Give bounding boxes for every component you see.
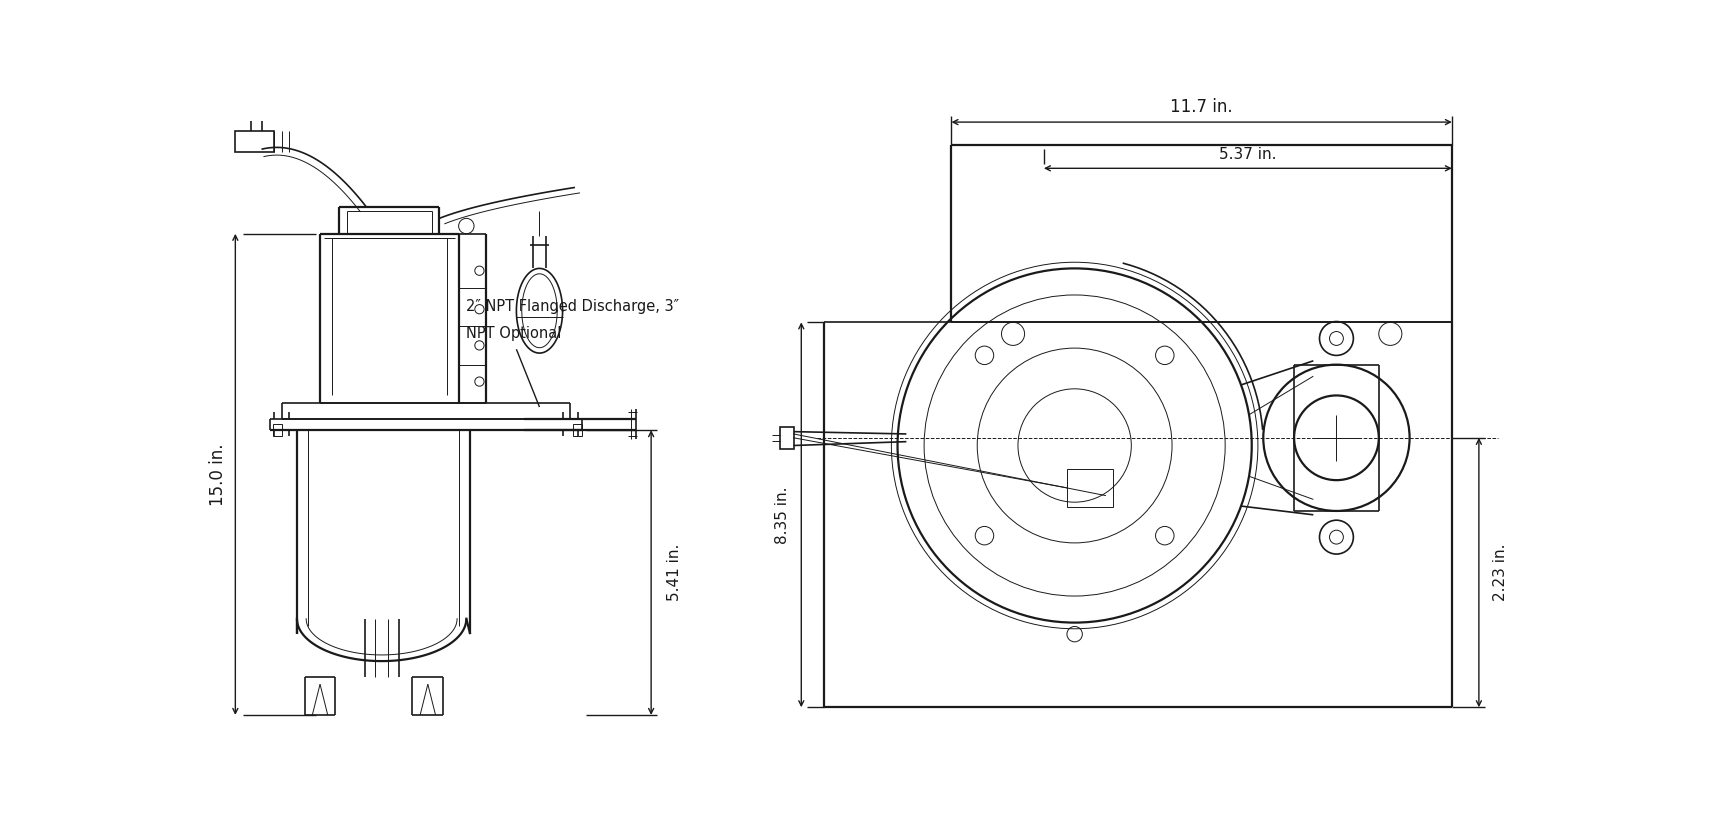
Bar (235, 130, 274, 152)
Text: 2″ NPT Flanged Discharge, 3″: 2″ NPT Flanged Discharge, 3″ (466, 299, 680, 314)
Bar (780, 427, 794, 449)
Bar (273, 424, 283, 436)
Text: 8.35 in.: 8.35 in. (775, 486, 790, 544)
Text: 5.37 in.: 5.37 in. (1220, 147, 1276, 162)
Text: 2.23 in.: 2.23 in. (1492, 544, 1508, 601)
Bar (1068, 469, 1113, 507)
Text: NPT Optional: NPT Optional (466, 327, 562, 342)
Text: 15.0 in.: 15.0 in. (209, 443, 228, 506)
Bar (573, 424, 581, 436)
Text: 5.41 in.: 5.41 in. (668, 544, 681, 601)
Text: 11.7 in.: 11.7 in. (1170, 97, 1233, 116)
